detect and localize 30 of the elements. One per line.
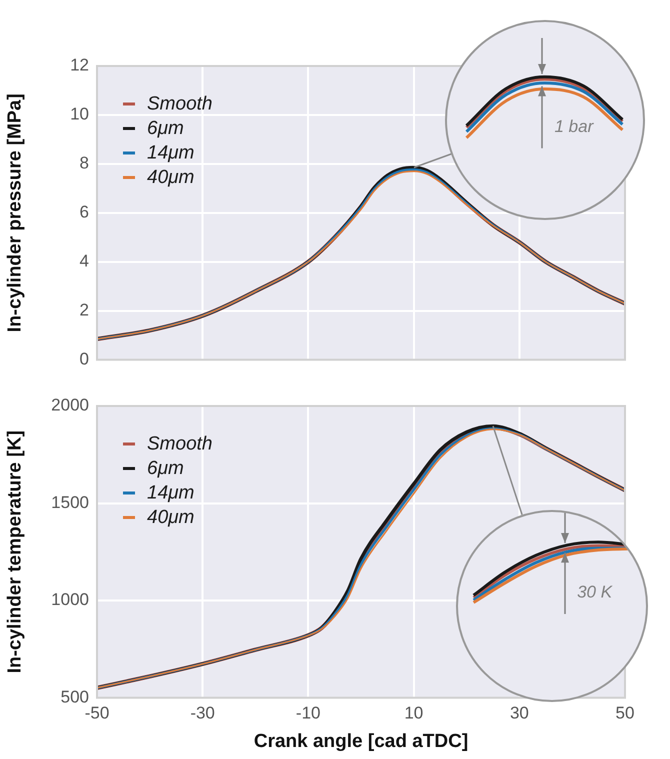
legend-label: Smooth [147, 433, 212, 454]
y-tick-label: 0 [80, 349, 89, 368]
x-tick-label: 50 [616, 704, 634, 723]
annotation: 30 K [577, 582, 613, 602]
y-tick-label: 6 [80, 202, 89, 222]
y-tick-label: 10 [70, 104, 89, 124]
y-tick-label: 4 [80, 252, 89, 271]
y-axis-title: In-cylinder pressure [MPa] [4, 94, 26, 332]
y-tick-label: 12 [70, 56, 89, 75]
legend-label: 6μm [147, 458, 184, 479]
y-tick-label: 8 [80, 154, 89, 173]
x-tick-label: -50 [84, 704, 110, 723]
y-tick-label: 1500 [51, 492, 89, 512]
y-axis-title: In-cylinder temperature [K] [4, 430, 26, 674]
y-tick-label: 2 [80, 300, 89, 320]
x-tick-label: -30 [190, 704, 215, 723]
x-tick-label: 30 [510, 704, 529, 723]
y-tick-label: 500 [60, 687, 89, 706]
x-tick-label: -10 [296, 704, 320, 723]
legend-label: 40μm [147, 166, 194, 188]
y-tick-label: 1000 [51, 590, 89, 610]
y-tick-label: 2000 [51, 396, 89, 415]
x-axis-title: Crank angle [cad aTDC] [254, 730, 468, 752]
legend-label: 6μm [147, 118, 184, 139]
annotation: 1 bar [554, 116, 595, 136]
legend-label: 14μm [147, 142, 194, 164]
x-tick-label: 10 [404, 704, 424, 723]
legend-label: Smooth [147, 93, 212, 114]
legend-label: 40μm [147, 506, 194, 528]
legend-label: 14μm [147, 482, 194, 504]
